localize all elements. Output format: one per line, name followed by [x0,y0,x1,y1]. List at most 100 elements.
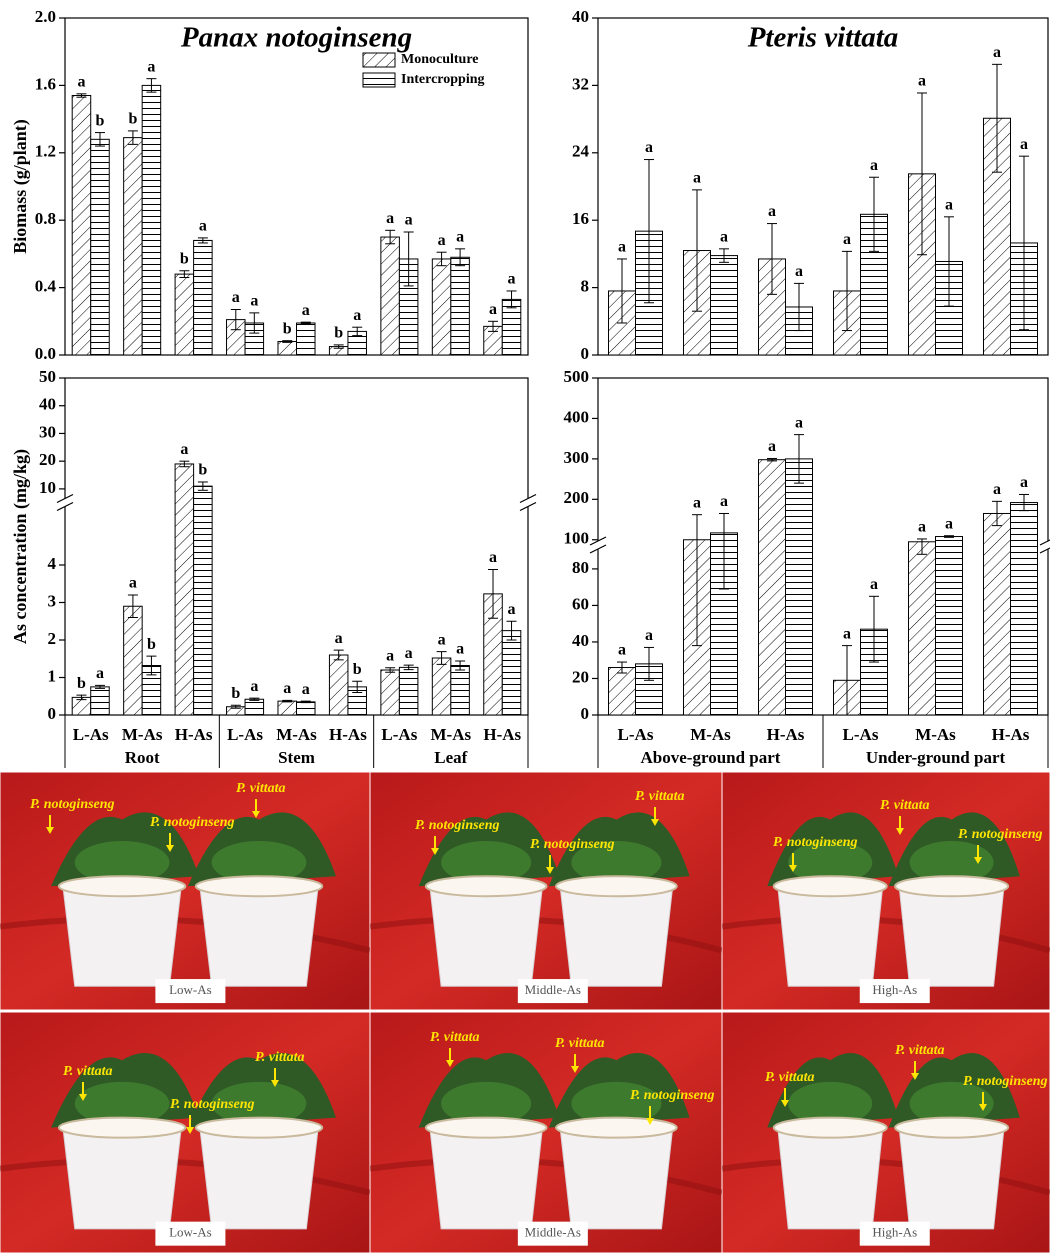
bar [245,699,264,715]
pot-rim [556,1118,677,1138]
plot-frame [598,18,1048,355]
bar [194,240,213,355]
bar [91,687,110,715]
significance-letter: a [843,231,851,248]
y-tick-label: 40 [572,7,589,26]
pot-rim [895,876,1008,896]
bar [381,670,400,715]
significance-letter: a [645,627,653,644]
x-tick-label: L-As [618,725,654,744]
significance-letter: a [508,601,516,618]
y-tick-label: 3 [48,591,57,610]
axis-break-gap [590,541,606,549]
significance-letter: b [283,320,292,337]
pot [560,1128,673,1229]
bar [72,96,91,355]
group-label: Leaf [434,748,467,767]
significance-letter: a [993,481,1001,498]
chart-panel: 020406080100200300400500aaL-AsaaM-AsaaH-… [564,367,1050,768]
y-tick-label: 80 [572,558,589,577]
bar [278,342,297,355]
significance-letter: a [456,641,464,658]
bar [124,138,143,355]
y-tick-label: 0 [581,704,590,723]
significance-letter: a [250,678,258,695]
x-tick-label: H-As [483,725,521,744]
legend-label: Intercropping [401,72,485,87]
y-tick-label: 0.4 [35,277,57,296]
x-tick-label: M-As [915,725,956,744]
pot-rim [196,876,322,896]
pot-rim [196,1118,322,1138]
plant-label: P. notoginseng [630,1088,715,1103]
bar [175,464,194,715]
significance-letter: a [993,44,1001,61]
x-tick-label: M-As [122,725,163,744]
significance-letter: a [618,642,626,659]
y-tick-label: 0.8 [35,209,56,228]
significance-letter: a [405,645,413,662]
y-tick-label: 30 [39,422,56,441]
y-tick-label: 1.2 [35,142,56,161]
bar [142,85,161,355]
pot [63,1128,181,1229]
y-tick-label: 2 [48,629,57,648]
significance-letter: a [720,493,728,510]
legend-label: Monoculture [401,52,479,67]
significance-letter: a [693,494,701,511]
pot-rim [895,1118,1008,1138]
y-tick-label: 24 [572,142,590,161]
photo-caption: Middle-As [525,1225,581,1240]
bar [399,667,418,715]
x-tick-label: H-As [329,725,367,744]
significance-letter: a [489,301,497,318]
y-tick-label: 1.6 [35,74,56,93]
plot-frame [598,378,1048,715]
bar [786,459,813,715]
plant-label: P. vittata [635,789,685,804]
significance-letter: a [1020,136,1028,153]
significance-letter: a [768,438,776,455]
significance-letter: a [918,519,926,536]
plant-label: P. vittata [236,781,286,796]
y-tick-label: 20 [39,450,56,469]
bar [984,513,1011,715]
bar [451,257,470,355]
significance-letter: a [870,157,878,174]
y-tick-label: 50 [39,367,56,386]
significance-letter: a [489,549,497,566]
y-tick-label: 1 [48,666,57,685]
plant-label: P. vittata [255,1050,305,1065]
plant-label: P. vittata [63,1064,113,1079]
photo-caption: Low-As [169,982,212,997]
plant-label: P. notoginseng [170,1097,255,1112]
bar [759,460,786,715]
x-tick-label: H-As [992,725,1030,744]
significance-letter: a [618,239,626,256]
group-label: Above-ground part [641,748,781,767]
significance-letter: b [96,112,105,129]
photo-caption: High-As [872,982,917,997]
significance-letter: a [405,212,413,229]
plant-label: P. notoginseng [773,835,858,850]
x-tick-label: H-As [767,725,805,744]
photo-caption: Middle-As [525,982,581,997]
y-tick-label: 200 [564,488,590,507]
bar [609,668,636,715]
significance-letter: a [129,575,137,592]
y-axis-label: Biomass (g/plant) [10,119,31,254]
plant-label: P. notoginseng [415,818,500,833]
y-tick-label: 16 [572,209,589,228]
significance-letter: a [795,263,803,280]
significance-letter: b [180,250,189,267]
significance-letter: a [1020,474,1028,491]
bar [711,256,738,355]
significance-letter: a [232,289,240,306]
significance-letter: a [353,307,361,324]
bar [91,139,110,355]
bar [451,666,470,716]
y-tick-label: 8 [581,277,590,296]
y-tick-label: 100 [564,529,590,548]
